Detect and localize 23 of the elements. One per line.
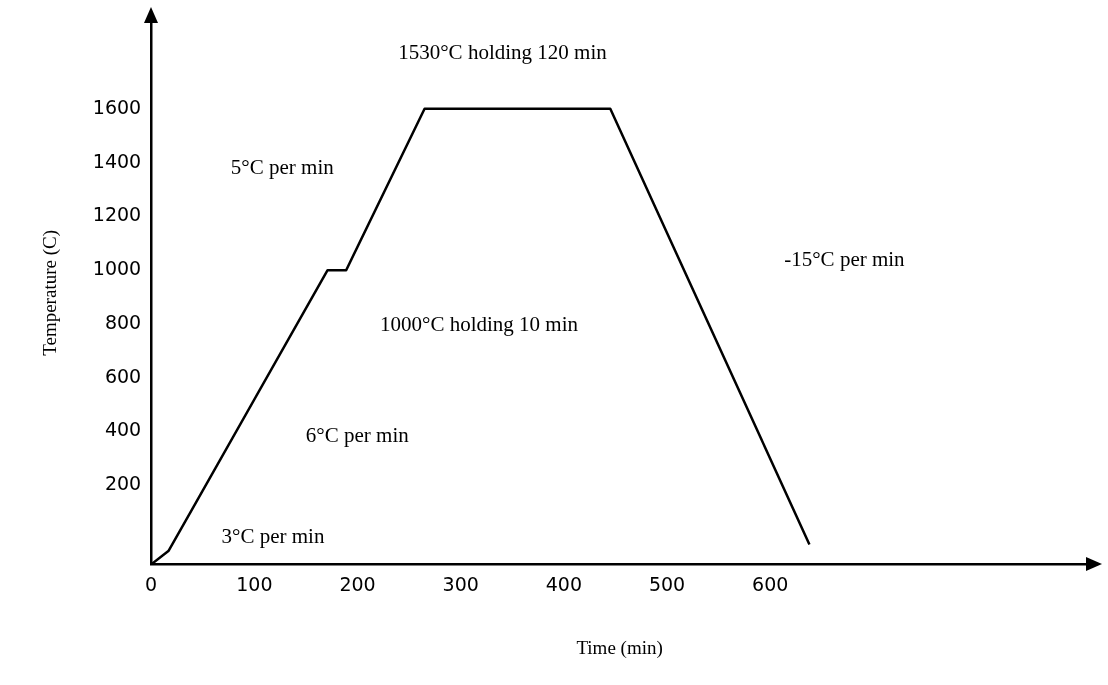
annotation: 6°C per min <box>305 423 410 448</box>
annotation: 1000°C holding 10 min <box>380 312 579 336</box>
annotation: 1530°C holding 120 min <box>398 40 608 65</box>
annotation: -15°C per min <box>784 246 906 271</box>
x-tick-label: 600 <box>752 572 789 595</box>
annotation: 5°C per min <box>230 154 335 179</box>
y-tick-label: 800 <box>104 310 142 333</box>
y-tick-label: 1000 <box>92 257 142 280</box>
x-tick-label: 200 <box>339 572 376 595</box>
y-tick-label: 1600 <box>92 95 142 118</box>
x-tick-label: 300 <box>442 572 479 595</box>
annotation: 3°C per min <box>221 523 325 548</box>
x-axis-title: Time (min) <box>576 636 663 659</box>
y-axis-title: Temperature (C) <box>39 229 62 356</box>
x-tick-label: 500 <box>648 572 686 595</box>
x-tick-label: 100 <box>236 572 273 595</box>
x-tick-label: 400 <box>545 572 582 595</box>
y-tick-label: 1200 <box>92 203 142 226</box>
y-tick-label: 400 <box>104 418 142 441</box>
y-tick-label: 200 <box>104 472 142 495</box>
y-tick-label: 600 <box>104 364 142 387</box>
y-tick-label: 1400 <box>92 149 142 172</box>
x-tick-label: 0 <box>145 572 158 595</box>
